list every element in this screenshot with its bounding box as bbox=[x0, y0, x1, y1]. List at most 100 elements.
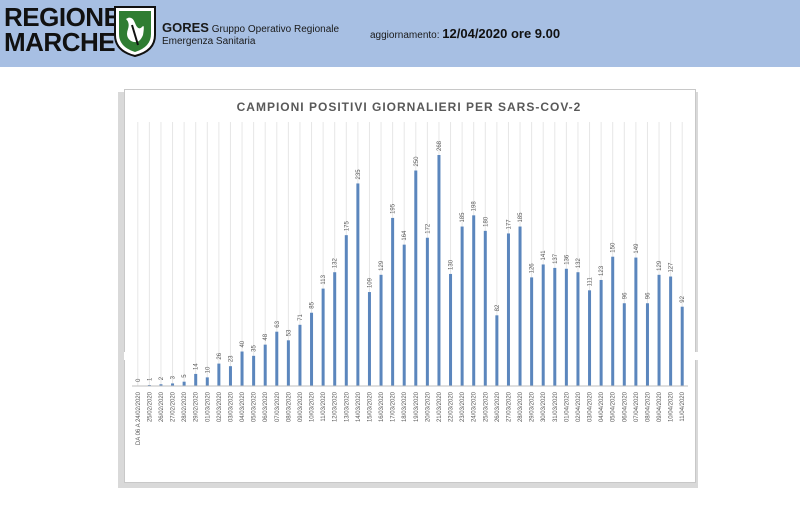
header-bar: REGIONE MARCHE GORES Gruppo Operativo Re… bbox=[0, 0, 800, 67]
x-tick-label: 08/04/2020 bbox=[645, 391, 651, 422]
bar bbox=[541, 264, 545, 386]
bar bbox=[588, 290, 592, 386]
x-tick-label: 07/03/2020 bbox=[275, 391, 281, 422]
chart-title: CAMPIONI POSITIVI GIORNALIERI PER SARS-C… bbox=[236, 100, 582, 114]
data-label: 175 bbox=[344, 220, 350, 231]
x-tick-label: 10/04/2020 bbox=[669, 391, 675, 422]
x-tick-label: 13/03/2020 bbox=[344, 391, 350, 422]
data-label: 71 bbox=[298, 313, 304, 320]
gores-line-1: Gruppo Operativo Regionale bbox=[211, 24, 340, 35]
bar bbox=[194, 373, 198, 386]
x-tick-label: 19/03/2020 bbox=[414, 391, 420, 422]
bar bbox=[356, 183, 360, 386]
bar bbox=[680, 306, 684, 386]
data-label: 172 bbox=[425, 223, 431, 234]
bar bbox=[228, 366, 232, 386]
x-tick-label: 01/04/2020 bbox=[564, 391, 570, 422]
bar bbox=[263, 344, 267, 386]
x-tick-label: 03/04/2020 bbox=[588, 391, 594, 422]
data-label: 195 bbox=[391, 203, 397, 214]
bar bbox=[286, 340, 290, 386]
data-label: 132 bbox=[576, 258, 582, 269]
data-label: 149 bbox=[634, 243, 640, 254]
gores-caption: GORES Gruppo Operativo Regionale Emergen… bbox=[162, 20, 339, 47]
data-label: 48 bbox=[263, 333, 269, 340]
data-label: 63 bbox=[275, 320, 281, 327]
data-label: 96 bbox=[645, 292, 651, 299]
x-tick-label: 04/03/2020 bbox=[240, 391, 246, 422]
bar bbox=[553, 267, 557, 386]
x-tick-label: 11/04/2020 bbox=[680, 391, 686, 421]
data-label: 136 bbox=[564, 254, 570, 265]
x-tick-label: 27/02/2020 bbox=[171, 391, 177, 422]
bar bbox=[460, 226, 464, 386]
x-tick-label: 26/03/2020 bbox=[495, 391, 501, 422]
bar bbox=[205, 377, 209, 386]
x-tick-label: 11/03/2020 bbox=[321, 391, 327, 421]
bar bbox=[599, 279, 603, 386]
bar bbox=[437, 155, 441, 386]
bar bbox=[657, 274, 661, 386]
logo-line-2: MARCHE bbox=[4, 27, 116, 57]
x-tick-label: 22/03/2020 bbox=[449, 391, 455, 422]
data-label: 177 bbox=[506, 219, 512, 230]
x-tick-label: 09/04/2020 bbox=[657, 391, 663, 422]
data-label: 111 bbox=[588, 277, 594, 287]
bar bbox=[518, 226, 522, 386]
panel-tear bbox=[124, 352, 704, 360]
logo-line-1: REGIONE bbox=[4, 2, 121, 32]
x-tick-label: 20/03/2020 bbox=[425, 391, 431, 422]
x-tick-label: DA 06 A 24/02/2020 bbox=[136, 391, 142, 445]
x-tick-label: 23/03/2020 bbox=[460, 391, 466, 422]
data-label: 10 bbox=[205, 366, 211, 373]
x-tick-label: 04/04/2020 bbox=[599, 391, 605, 422]
data-label: 0 bbox=[136, 378, 142, 382]
bar bbox=[576, 272, 580, 386]
data-label: 198 bbox=[472, 201, 478, 212]
x-tick-label: 08/03/2020 bbox=[286, 391, 292, 422]
bar bbox=[449, 273, 453, 386]
bar bbox=[530, 277, 534, 386]
x-tick-label: 28/03/2020 bbox=[518, 391, 524, 422]
x-tick-label: 09/03/2020 bbox=[298, 391, 304, 422]
x-tick-label: 02/04/2020 bbox=[576, 391, 582, 422]
x-tick-label: 21/03/2020 bbox=[437, 391, 443, 422]
data-label: 129 bbox=[379, 260, 385, 271]
x-tick-label: 31/03/2020 bbox=[553, 391, 559, 422]
data-label: 250 bbox=[414, 156, 420, 167]
bar bbox=[171, 383, 175, 386]
x-tick-label: 01/03/2020 bbox=[205, 391, 211, 422]
data-label: 180 bbox=[483, 216, 489, 227]
bar bbox=[611, 256, 615, 386]
x-tick-label: 29/02/2020 bbox=[194, 391, 200, 422]
data-label: 2 bbox=[159, 376, 165, 380]
data-label: 132 bbox=[333, 258, 339, 269]
x-tick-label: 18/03/2020 bbox=[402, 391, 408, 422]
data-label: 53 bbox=[286, 329, 292, 336]
x-tick-label: 16/03/2020 bbox=[379, 391, 385, 422]
data-label: 185 bbox=[518, 212, 524, 223]
bar bbox=[182, 381, 186, 386]
x-tick-label: 30/03/2020 bbox=[541, 391, 547, 422]
bar bbox=[622, 303, 626, 386]
data-label: 126 bbox=[530, 263, 536, 274]
update-info: aggiornamento: 12/04/2020 ore 9.00 bbox=[370, 26, 560, 41]
bar bbox=[483, 230, 487, 386]
data-label: 82 bbox=[495, 304, 501, 311]
bar bbox=[240, 351, 244, 386]
bar bbox=[310, 312, 314, 386]
bar bbox=[321, 288, 325, 386]
bar bbox=[564, 268, 568, 386]
bar bbox=[669, 276, 673, 386]
data-label: 85 bbox=[310, 301, 316, 308]
bar bbox=[344, 235, 348, 386]
data-label: 40 bbox=[240, 340, 246, 347]
x-tick-label: 17/03/2020 bbox=[391, 391, 397, 422]
data-label: 127 bbox=[669, 262, 675, 273]
x-tick-label: 28/02/2020 bbox=[182, 391, 188, 422]
data-label: 23 bbox=[228, 355, 234, 362]
data-label: 150 bbox=[611, 242, 617, 253]
x-tick-label: 05/04/2020 bbox=[611, 391, 617, 422]
x-tick-label: 24/03/2020 bbox=[472, 391, 478, 422]
x-tick-label: 10/03/2020 bbox=[310, 391, 316, 422]
